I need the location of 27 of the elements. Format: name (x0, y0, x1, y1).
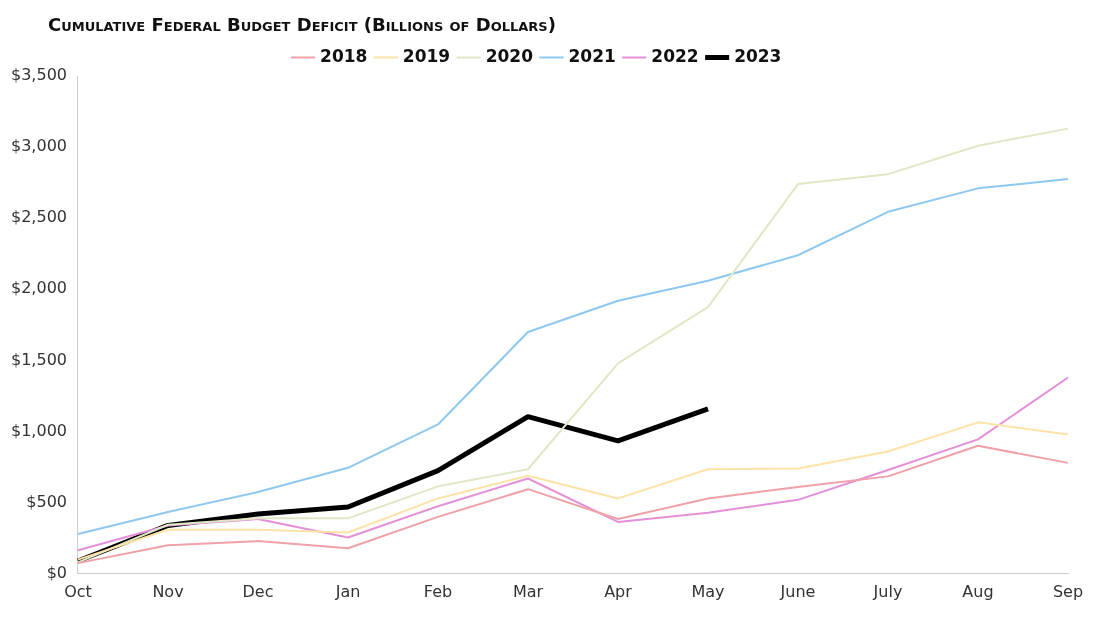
legend-label: 2021 (568, 45, 616, 66)
legend-label: 2023 (734, 45, 782, 66)
x-tick-label: May (691, 581, 725, 601)
x-tick-label: Jan (334, 581, 361, 601)
y-tick-label: $1,000 (11, 420, 67, 440)
x-tick-label: Sep (1052, 581, 1084, 601)
x-tick-label: June (779, 581, 816, 601)
y-tick-label: $1,500 (11, 349, 67, 369)
y-tick-label: $500 (26, 491, 67, 511)
x-tick-label: Nov (152, 581, 184, 601)
x-tick-label: Oct (64, 581, 92, 601)
x-tick-label: Dec (242, 581, 274, 601)
chart-title: Cumulative Federal Budget Deficit (Billions of Dollars) (47, 13, 557, 35)
x-tick-label: July (872, 581, 903, 601)
y-tick-label: $3,000 (11, 136, 67, 156)
legend-label: 2019 (402, 45, 451, 66)
y-tick-label: $2,000 (11, 278, 67, 298)
legend-label: 2022 (651, 45, 699, 66)
y-tick-label: $2,500 (11, 207, 67, 227)
y-tick-label: $0 (46, 562, 67, 582)
legend-label: 2018 (320, 45, 368, 66)
x-tick-label: Apr (604, 581, 633, 601)
x-tick-label: Aug (962, 581, 994, 601)
y-tick-label: $3,500 (11, 65, 67, 85)
x-tick-label: Feb (423, 581, 453, 601)
legend-label: 2020 (485, 45, 534, 66)
x-tick-label: Mar (512, 581, 544, 601)
